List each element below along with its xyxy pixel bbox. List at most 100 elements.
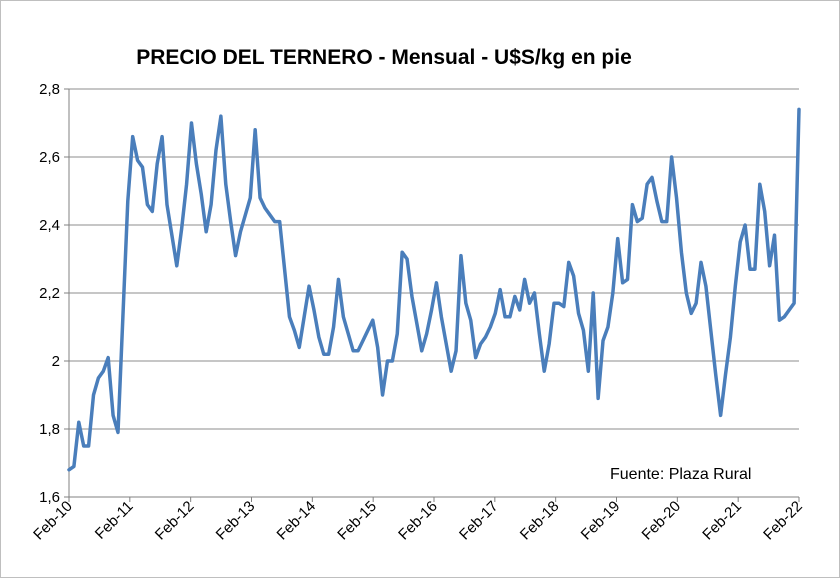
data-point	[758, 183, 762, 186]
x-tick-label: Feb-13	[213, 498, 259, 544]
data-point	[141, 166, 144, 169]
data-point	[381, 393, 384, 397]
data-point	[430, 308, 433, 312]
data-point	[719, 414, 722, 417]
data-point	[298, 346, 301, 349]
x-tick-label: Feb-15	[334, 498, 380, 544]
data-point	[249, 196, 252, 199]
data-point	[361, 339, 365, 342]
data-point	[180, 227, 183, 230]
data-point	[131, 135, 134, 138]
data-point	[102, 370, 105, 373]
data-point	[690, 312, 693, 315]
data-point	[293, 329, 296, 332]
gridlines	[64, 88, 799, 498]
data-point	[518, 308, 521, 312]
x-tick-label: Feb-22	[760, 498, 806, 544]
data-point	[464, 302, 468, 305]
x-tick-label: Feb-20	[639, 498, 685, 544]
data-point	[410, 295, 414, 298]
axes	[68, 89, 800, 502]
data-point	[577, 312, 580, 315]
data-point	[739, 240, 742, 244]
data-point	[694, 302, 698, 305]
data-point	[312, 308, 316, 312]
data-point	[440, 315, 443, 318]
data-point	[592, 291, 595, 295]
data-point	[244, 213, 247, 216]
x-tick-label: Feb-11	[92, 498, 137, 543]
data-point	[67, 468, 71, 471]
data-point	[376, 346, 379, 349]
data-point	[498, 288, 502, 291]
data-point	[459, 254, 463, 257]
data-point	[253, 128, 257, 131]
data-point	[347, 332, 350, 335]
data-point	[587, 370, 590, 373]
data-point	[224, 183, 227, 186]
data-point	[508, 315, 512, 318]
data-point	[405, 257, 409, 261]
data-point	[234, 254, 237, 257]
data-point	[621, 281, 624, 284]
data-point	[77, 421, 81, 424]
data-point	[763, 210, 766, 213]
data-point	[170, 234, 174, 237]
data-point	[219, 115, 223, 118]
data-point	[665, 220, 668, 223]
y-tick-labels: 1,6 1,8 2 2,2 2,4 2,6 2,8	[39, 81, 60, 506]
data-point	[484, 336, 487, 339]
data-point	[317, 336, 321, 339]
series-line	[67, 107, 801, 472]
data-point	[449, 370, 453, 373]
data-point	[278, 220, 281, 223]
data-point	[356, 349, 360, 352]
data-point	[626, 278, 629, 281]
data-point	[445, 342, 448, 346]
data-point	[146, 203, 149, 206]
data-point	[704, 285, 708, 288]
data-point	[327, 353, 330, 356]
data-point	[670, 155, 673, 159]
data-point	[743, 223, 747, 227]
source-label: Fuente: Plaza Rural	[610, 466, 751, 483]
data-point	[685, 291, 688, 295]
x-tick-label: Feb-21	[699, 498, 745, 544]
data-point	[768, 264, 771, 267]
data-point	[454, 349, 458, 352]
data-point	[636, 220, 639, 223]
data-point	[435, 281, 438, 284]
x-tick-label: Feb-12	[152, 498, 198, 544]
chart-title: PRECIO DEL TERNERO - Mensual - U$S/kg en…	[136, 46, 632, 69]
data-point	[562, 305, 566, 308]
x-tick-labels: Feb-10 Feb-11 Feb-12 Feb-13 Feb-14 Feb-15 Feb-…	[30, 498, 806, 544]
data-point	[106, 356, 110, 359]
data-point	[342, 315, 345, 318]
data-point	[258, 196, 262, 199]
data-point	[753, 268, 757, 271]
data-point	[82, 444, 85, 448]
data-point	[611, 291, 615, 295]
data-point	[302, 315, 306, 318]
data-point	[126, 200, 129, 203]
data-point	[209, 203, 213, 206]
data-point	[386, 359, 389, 363]
data-point	[601, 339, 605, 342]
data-point	[557, 302, 561, 305]
data-point	[111, 414, 115, 417]
data-point	[136, 159, 139, 162]
data-point	[631, 203, 634, 206]
y-tick-label: 2,4	[39, 217, 60, 234]
data-point	[734, 285, 737, 288]
data-point	[489, 325, 492, 329]
data-point	[788, 308, 791, 312]
data-point	[724, 373, 727, 376]
data-point	[288, 315, 291, 318]
data-point	[396, 332, 399, 335]
data-point	[190, 121, 193, 125]
data-point	[116, 431, 120, 434]
data-point	[229, 220, 232, 223]
x-tick-label: Feb-14	[274, 498, 320, 544]
data-point	[567, 261, 570, 264]
